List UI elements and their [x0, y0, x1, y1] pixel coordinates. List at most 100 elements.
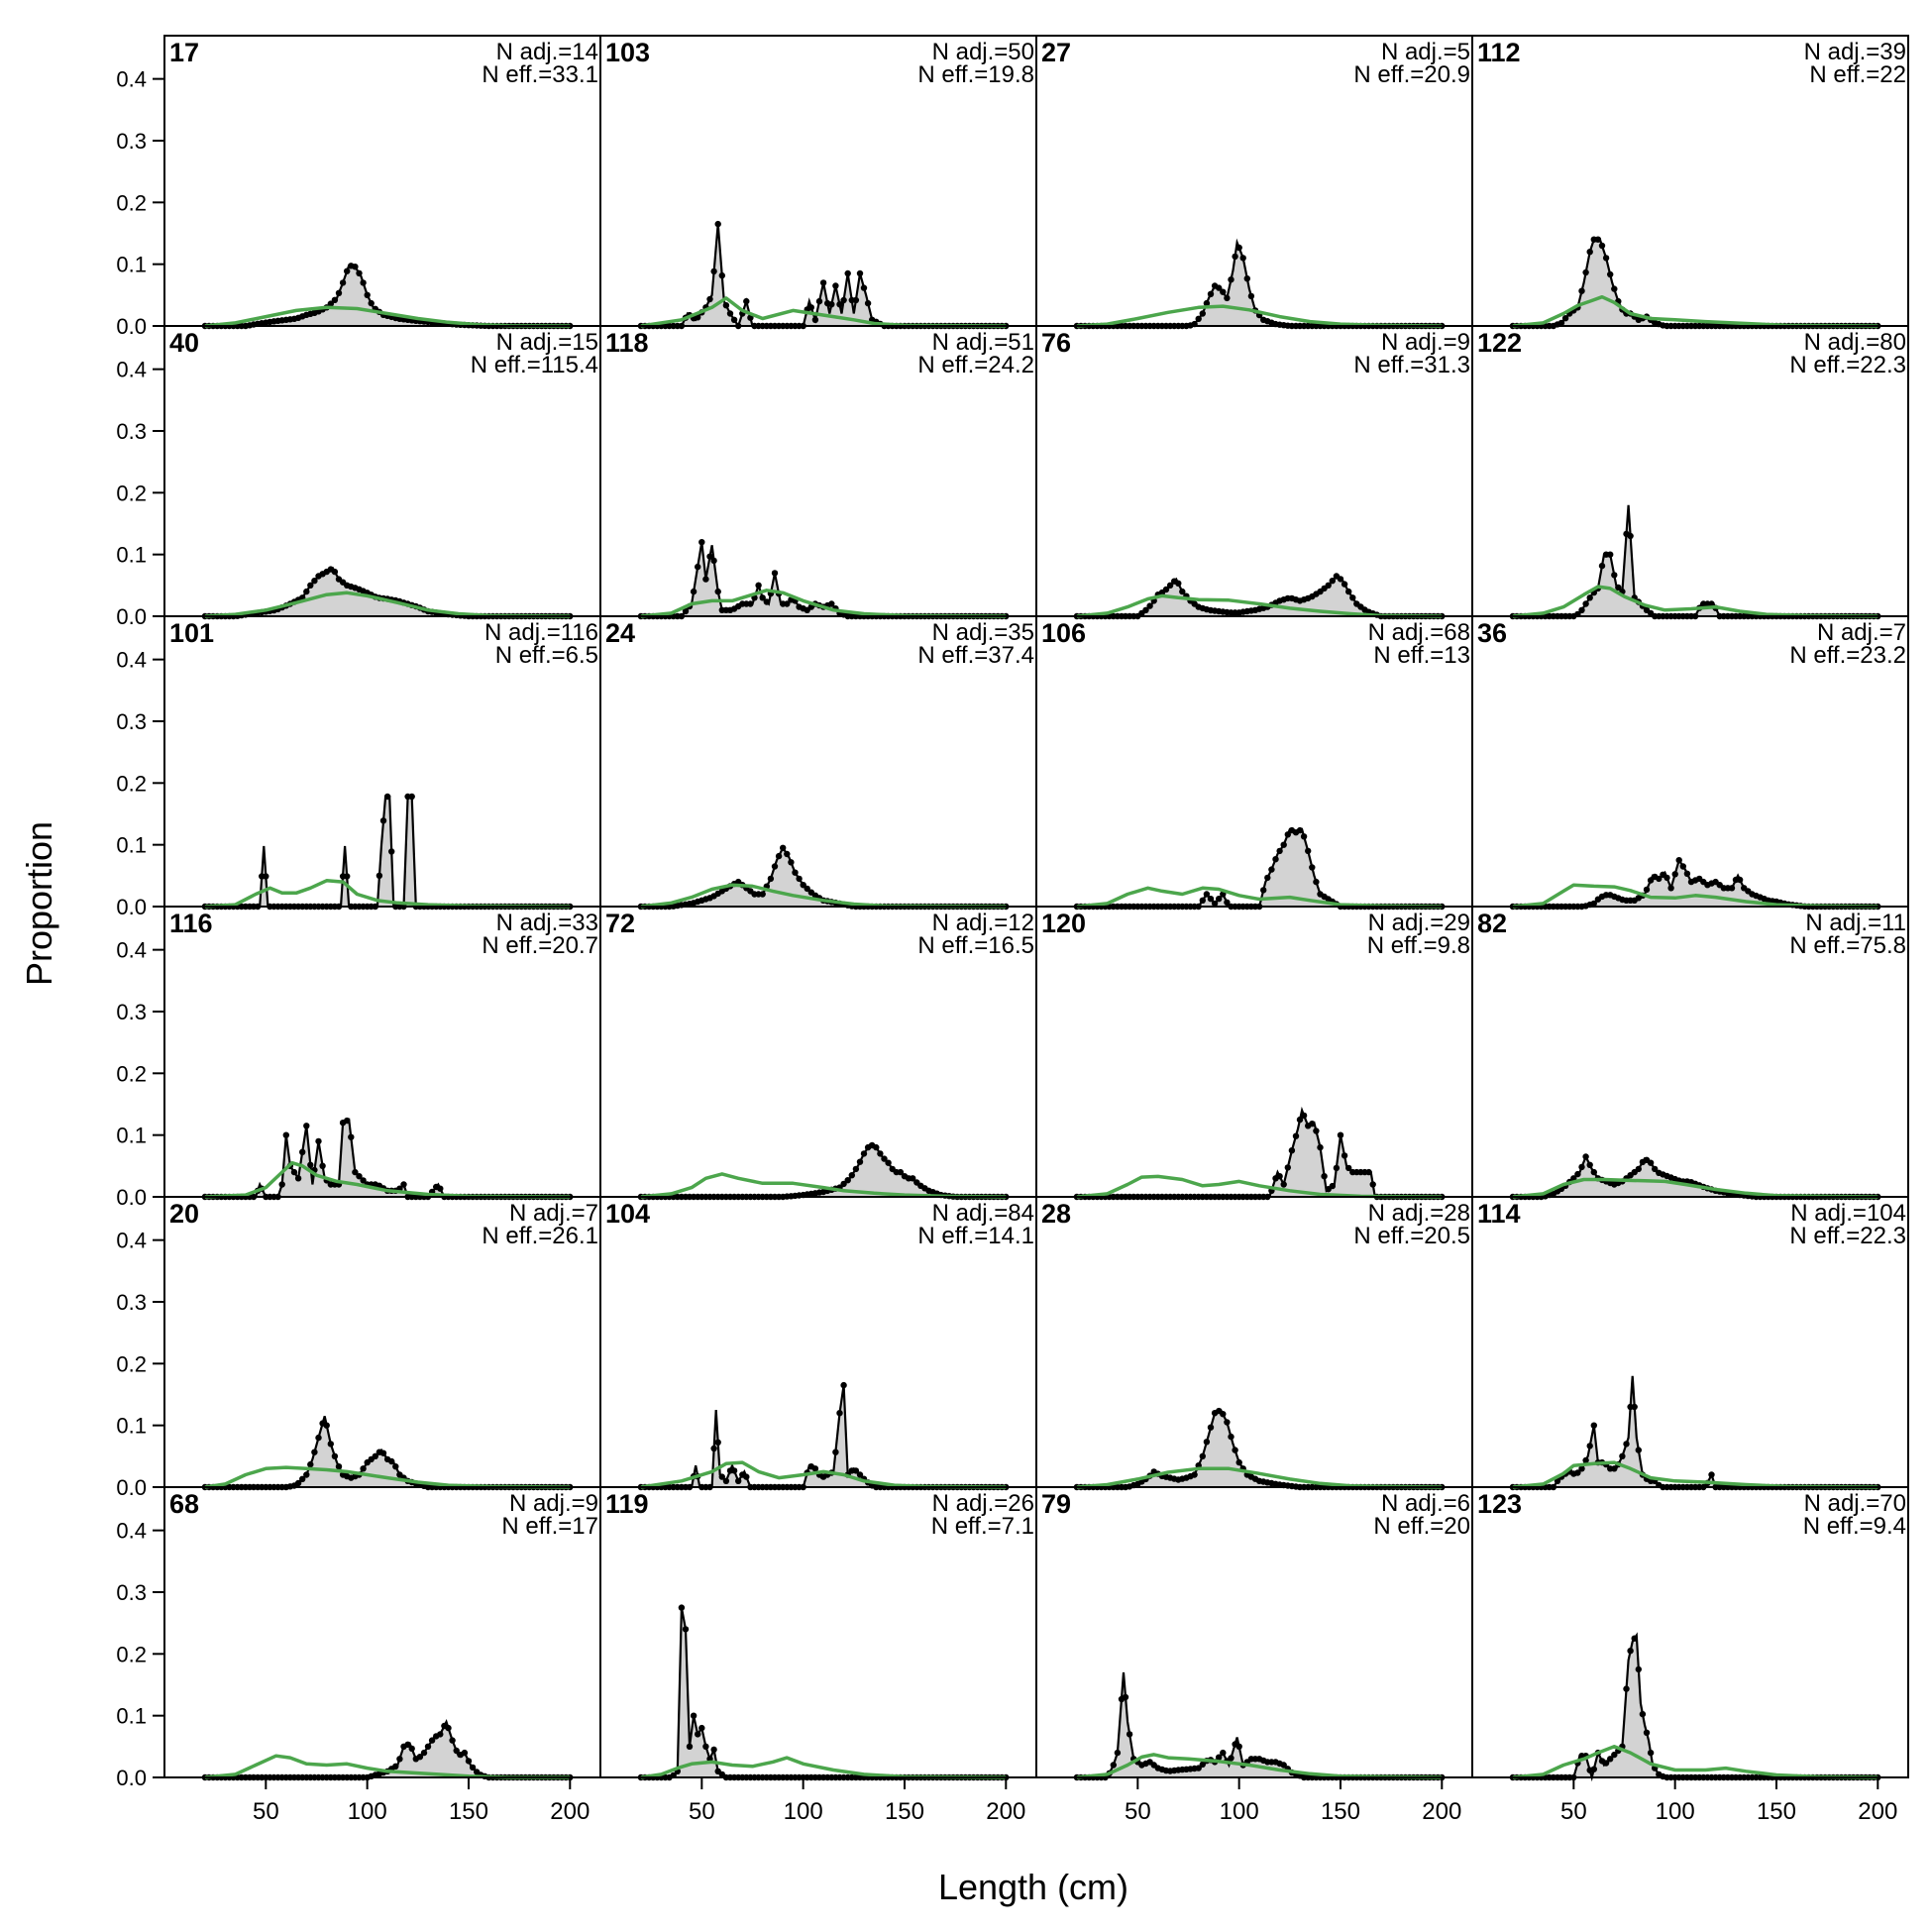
n-adj-label: N adj.=15 — [496, 329, 598, 356]
observed-point — [331, 568, 339, 576]
observed-point — [1639, 1710, 1647, 1718]
observed-point — [819, 279, 827, 286]
observed-point — [796, 875, 803, 883]
observed-point — [352, 1168, 359, 1176]
y-tick-label: 0.3 — [116, 1290, 147, 1315]
panel-id-label: 20 — [169, 1199, 199, 1229]
observed-point — [1325, 582, 1332, 589]
observed-point — [1582, 600, 1589, 607]
panel-id-label: 123 — [1477, 1489, 1522, 1519]
observed-point — [1224, 1419, 1231, 1426]
observed-point — [836, 301, 843, 308]
n-adj-label: N adj.=104 — [1790, 1200, 1906, 1227]
y-tick-label: 0.0 — [116, 314, 147, 339]
observed-point — [706, 553, 713, 560]
observed-point — [396, 1756, 403, 1763]
panel-82: 82 N adj.=11N eff.=75.8 — [1471, 906, 1909, 1201]
panel-76: 76 N adj.=9N eff.=31.3 — [1035, 325, 1473, 620]
observed-point — [1300, 1112, 1308, 1120]
observed-point — [408, 1745, 415, 1753]
observed-point — [294, 1175, 302, 1182]
observed-point — [1647, 1749, 1655, 1757]
n-eff-label: N eff.=20.7 — [482, 932, 598, 959]
n-eff-label: N eff.=20.5 — [1353, 1223, 1470, 1249]
n-adj-label: N adj.=5 — [1381, 39, 1470, 65]
observed-point — [873, 1143, 880, 1151]
observed-area — [640, 224, 1007, 326]
expected-line — [1076, 593, 1443, 618]
n-eff-label: N eff.=115.4 — [471, 352, 598, 378]
panel-id-label: 122 — [1477, 328, 1522, 358]
y-tick-label: 0.0 — [116, 1766, 147, 1790]
observed-point — [1309, 864, 1316, 871]
observed-point — [832, 1449, 839, 1455]
panel-id-label: 104 — [605, 1199, 650, 1229]
observed-point — [465, 1758, 473, 1765]
observed-point — [303, 1123, 310, 1129]
observed-area — [640, 1607, 1007, 1777]
observed-point — [1195, 315, 1202, 322]
expected-line — [204, 879, 571, 909]
observed-point — [710, 1445, 717, 1452]
x-tick-label: 150 — [449, 1798, 488, 1825]
observed-point — [1679, 863, 1687, 870]
observed-point — [1607, 551, 1614, 558]
n-eff-label: N eff.=16.5 — [917, 932, 1034, 959]
y-tick-label: 0.4 — [116, 938, 147, 963]
expected-line — [204, 305, 571, 328]
observed-point — [1664, 874, 1670, 882]
observed-point — [1276, 847, 1283, 855]
n-adj-label: N adj.=9 — [1381, 329, 1470, 356]
panel-28: 28 N adj.=28N eff.=20.5 — [1035, 1196, 1473, 1491]
observed-point — [344, 1117, 351, 1125]
observed-point — [1235, 1458, 1242, 1466]
observed-point — [379, 1449, 387, 1456]
observed-point — [339, 279, 347, 286]
observed-area — [1076, 1110, 1443, 1197]
n-adj-label: N adj.=12 — [932, 910, 1034, 936]
observed-point — [1122, 1693, 1129, 1701]
observed-point — [1235, 244, 1242, 252]
observed-point — [1578, 287, 1585, 294]
observed-point — [307, 582, 314, 589]
observed-point — [686, 1743, 694, 1751]
observed-point — [1126, 1731, 1133, 1738]
observed-point — [1337, 1131, 1344, 1138]
x-tick-label: 50 — [1125, 1798, 1151, 1825]
y-tick-label: 0.4 — [116, 358, 147, 382]
observed-point — [1561, 315, 1569, 322]
observed-point — [1203, 1439, 1211, 1446]
observed-point — [828, 301, 835, 308]
expected-line — [640, 1172, 1007, 1199]
observed-point — [323, 1422, 330, 1429]
observed-point — [1627, 1648, 1634, 1655]
y-tick-label: 0.1 — [116, 833, 147, 858]
observed-point — [759, 594, 766, 601]
observed-point — [372, 1452, 378, 1460]
y-tick-label: 0.2 — [116, 1061, 147, 1086]
observed-area — [640, 847, 1007, 907]
observed-point — [1594, 236, 1602, 243]
observed-point — [1619, 1452, 1626, 1460]
panel-68: 68 N adj.=9N eff.=17 — [163, 1486, 601, 1781]
panel-id-label: 24 — [605, 618, 635, 648]
n-eff-label: N eff.=13 — [1373, 642, 1470, 669]
observed-point — [844, 269, 851, 277]
y-tick-label: 0.0 — [116, 1185, 147, 1210]
expected-line — [640, 589, 1007, 618]
observed-point — [420, 1749, 428, 1757]
observed-point — [881, 1155, 888, 1162]
observed-point — [1586, 249, 1593, 256]
panel-17: 17 N adj.=14N eff.=33.1 — [163, 35, 601, 330]
n-adj-label: N adj.=68 — [1368, 619, 1470, 646]
observed-point — [695, 563, 701, 571]
observed-point — [860, 284, 868, 291]
x-tick-label: 200 — [550, 1798, 590, 1825]
observed-point — [710, 268, 717, 275]
observed-point — [848, 1172, 855, 1179]
x-tick-label: 50 — [253, 1798, 279, 1825]
observed-point — [469, 1764, 477, 1771]
observed-point — [1243, 275, 1251, 282]
observed-point — [1224, 294, 1231, 302]
observed-point — [1288, 1147, 1296, 1154]
